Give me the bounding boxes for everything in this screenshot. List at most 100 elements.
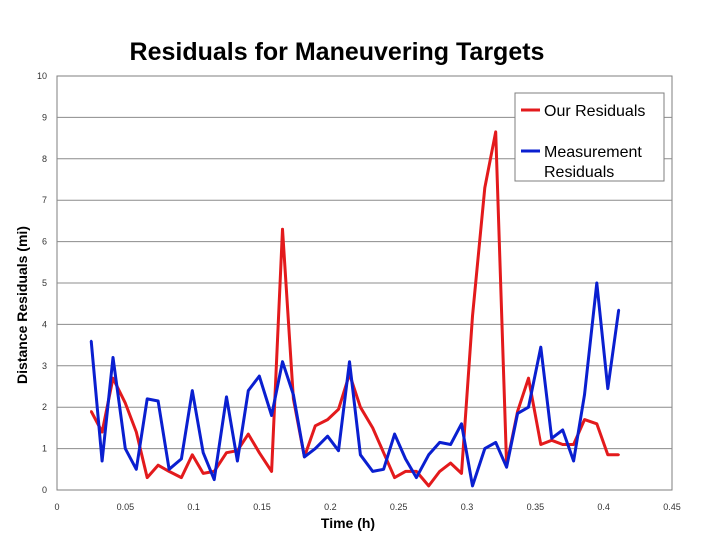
data-point-measurement — [460, 422, 463, 425]
data-point-our — [606, 453, 609, 456]
y-tick-labels: 0 1 2 3 4 5 6 7 8 9 10 — [37, 71, 47, 495]
x-axis-label: Time (h) — [321, 515, 375, 531]
data-point-measurement — [258, 374, 261, 378]
data-point-measurement — [494, 441, 497, 444]
data-point-measurement — [191, 389, 194, 392]
x-tick-label: 0.4 — [597, 502, 610, 512]
data-point-our — [359, 406, 362, 409]
data-point-measurement — [415, 476, 418, 479]
data-point-our — [539, 443, 542, 446]
data-point-our — [270, 470, 273, 473]
data-point-measurement — [505, 466, 508, 469]
data-point-measurement — [326, 435, 329, 438]
data-point-our — [595, 422, 598, 425]
series-line-measurement-residuals — [89, 281, 621, 488]
y-tick-label: 1 — [42, 444, 47, 454]
data-point-measurement — [483, 447, 486, 450]
data-point-our — [202, 472, 205, 475]
data-point-our — [281, 228, 284, 231]
data-point-our — [111, 377, 115, 380]
y-tick-label: 2 — [42, 402, 47, 412]
data-point-our — [527, 377, 530, 380]
data-point-measurement — [427, 453, 430, 456]
data-point-our — [247, 432, 250, 436]
data-point-our — [494, 130, 497, 134]
legend-label-our-residuals: Our Residuals — [544, 103, 645, 120]
data-point-our — [258, 451, 261, 454]
data-point-our — [572, 443, 575, 446]
series-line-our-residuals — [89, 130, 619, 488]
data-point-measurement — [471, 484, 474, 488]
data-point-our — [326, 418, 329, 421]
data-point-measurement — [247, 389, 250, 392]
data-point-measurement — [438, 441, 441, 444]
x-tick-label: 0.1 — [187, 502, 200, 512]
data-point-measurement — [270, 414, 273, 417]
series-group — [89, 130, 621, 488]
data-point-our — [156, 464, 160, 467]
legend-label-measurement-residuals: Measurement Residuals — [544, 144, 646, 181]
data-point-measurement — [404, 457, 407, 461]
data-point-our — [225, 451, 228, 454]
data-point-measurement — [595, 281, 598, 285]
data-point-measurement — [90, 339, 93, 343]
data-point-our — [471, 314, 474, 318]
legend-label-line-2: Residuals — [544, 164, 614, 181]
data-point-measurement — [449, 443, 452, 446]
y-tick-label: 5 — [42, 278, 47, 288]
data-point-our — [415, 470, 418, 473]
data-point-our — [314, 424, 317, 427]
y-tick-label: 6 — [42, 237, 47, 247]
data-point-measurement — [561, 428, 564, 432]
data-point-measurement — [337, 449, 340, 452]
data-point-measurement — [382, 468, 385, 471]
data-point-measurement — [606, 387, 609, 390]
data-point-measurement — [111, 356, 115, 359]
data-point-our — [449, 461, 452, 465]
data-point-measurement — [359, 453, 362, 456]
data-point-our — [404, 470, 407, 473]
data-point-measurement — [539, 346, 542, 349]
data-point-measurement — [314, 447, 317, 450]
data-point-our — [550, 439, 553, 442]
data-point-measurement — [167, 468, 171, 471]
data-point-our — [438, 470, 441, 473]
data-point-our — [100, 430, 104, 434]
y-tick-label: 7 — [42, 195, 47, 205]
data-point-measurement — [213, 478, 216, 481]
data-point-measurement — [550, 437, 553, 440]
data-point-measurement — [371, 470, 374, 473]
legend-label-line-1: Measurement — [544, 144, 642, 161]
x-tick-labels: 0 0.05 0.1 0.15 0.2 0.25 0.3 0.35 0.4 0.45 — [54, 502, 680, 512]
data-point-measurement — [281, 360, 284, 363]
y-axis-label: Distance Residuals (mi) — [14, 226, 30, 384]
data-point-measurement — [124, 447, 127, 450]
data-point-measurement — [180, 457, 183, 461]
data-point-our — [393, 476, 396, 479]
legend: Our Residuals Measurement Residuals — [514, 92, 665, 182]
data-point-measurement — [348, 360, 351, 363]
data-point-our — [180, 476, 183, 479]
x-tick-label: 0.2 — [324, 502, 337, 512]
data-point-our — [337, 408, 340, 411]
data-point-measurement — [393, 432, 396, 436]
x-tick-label: 0.35 — [527, 502, 545, 512]
data-point-our — [191, 453, 194, 456]
data-point-our — [561, 443, 564, 446]
x-tick-label: 0.45 — [663, 502, 681, 512]
data-point-our — [371, 426, 374, 430]
data-point-measurement — [100, 459, 104, 463]
data-point-our — [135, 430, 138, 434]
data-point-measurement — [146, 397, 149, 401]
x-tick-label: 0 — [54, 502, 59, 512]
data-point-our — [124, 401, 127, 405]
data-point-our — [90, 410, 93, 413]
y-tick-label: 3 — [42, 361, 47, 371]
chart-title: Residuals for Maneuvering Targets — [130, 38, 545, 66]
data-point-our — [483, 186, 486, 189]
data-point-our — [167, 470, 171, 473]
data-point-measurement — [225, 395, 228, 399]
y-tick-label: 9 — [42, 112, 47, 122]
data-point-measurement — [572, 459, 575, 463]
legend-box — [514, 92, 665, 182]
